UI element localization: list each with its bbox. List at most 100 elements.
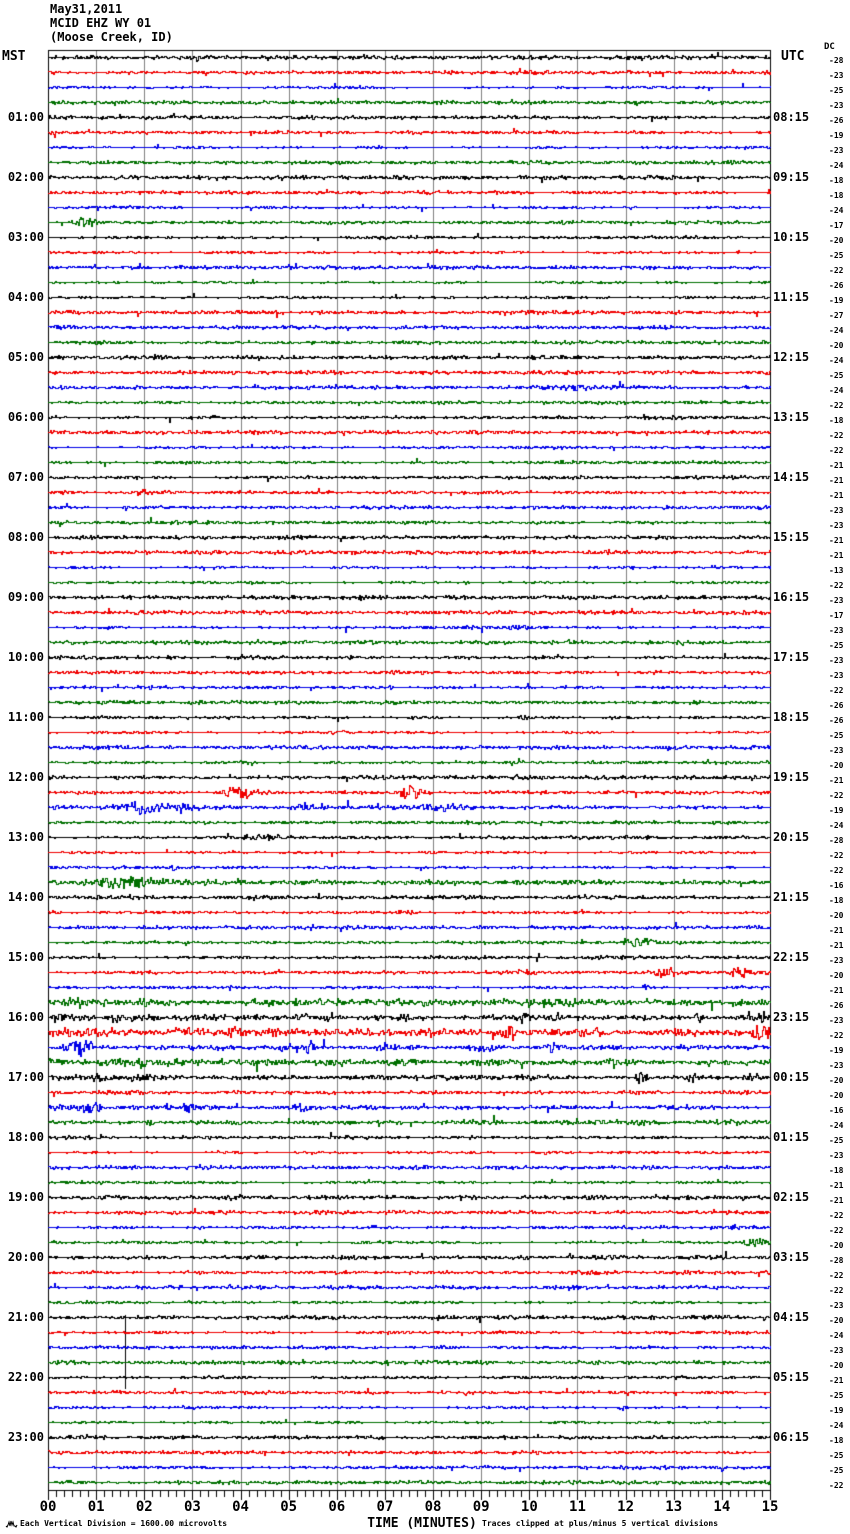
dc-offset-value: -24 [829, 1121, 844, 1130]
dc-offset-value: -25 [829, 1391, 844, 1400]
dc-offset-value: -24 [829, 386, 844, 395]
dc-offset-value: -22 [829, 581, 844, 590]
mst-hour-label: 18:00 [7, 1130, 44, 1144]
utc-hour-label: 04:15 [773, 1310, 810, 1324]
utc-hour-label: 00:15 [773, 1070, 810, 1084]
dc-offset-value: -20 [829, 341, 844, 350]
dc-offset-value: -26 [829, 281, 844, 290]
dc-offset-value: -22 [829, 1271, 844, 1280]
utc-hour-label: 15:15 [773, 530, 810, 544]
mst-hour-label: 02:00 [7, 170, 44, 184]
dc-offset-value: -23 [829, 656, 844, 665]
dc-offset-value: -22 [829, 401, 844, 410]
dc-offset-value: -22 [829, 851, 844, 860]
dc-offset-value: -21 [829, 986, 844, 995]
dc-offset-value: -16 [829, 881, 844, 890]
dc-offset-value: -25 [829, 251, 844, 260]
wiggle-mark-icon [5, 1520, 18, 1528]
mst-hour-label: 23:00 [7, 1430, 44, 1444]
mst-hour-label: 21:00 [7, 1310, 44, 1324]
mst-hour-label: 22:00 [7, 1370, 44, 1384]
dc-offset-value: -21 [829, 941, 844, 950]
dc-offset-value: -20 [829, 1091, 844, 1100]
dc-offset-value: -22 [829, 791, 844, 800]
mst-hour-label: 10:00 [7, 650, 44, 664]
mst-hour-label: 01:00 [7, 110, 44, 124]
dc-offset-value: -26 [829, 116, 844, 125]
dc-offset-value: -21 [829, 491, 844, 500]
dc-offset-value: -23 [829, 596, 844, 605]
dc-offset-value: -24 [829, 161, 844, 170]
mst-hour-label: 11:00 [7, 710, 44, 724]
dc-offset-value: -13 [829, 566, 844, 575]
utc-hour-label: 12:15 [773, 350, 810, 364]
dc-offset-value: -22 [829, 866, 844, 875]
dc-offset-value: -25 [829, 1451, 844, 1460]
dc-offset-value: -25 [829, 1466, 844, 1475]
x-axis-tick-label: 05 [280, 1499, 298, 1515]
dc-offset-value: -23 [829, 71, 844, 80]
utc-hour-label: 02:15 [773, 1190, 810, 1204]
dc-offset-value: -18 [829, 1166, 844, 1175]
mst-hour-label: 14:00 [7, 890, 44, 904]
x-axis-tick-label: 06 [328, 1499, 346, 1515]
dc-offset-value: -23 [829, 506, 844, 515]
x-axis-tick-label: 08 [424, 1499, 442, 1515]
dc-offset-value: -23 [829, 521, 844, 530]
dc-offset-value: -21 [829, 1196, 844, 1205]
mst-hour-label: 19:00 [7, 1190, 44, 1204]
dc-offset-value: -23 [829, 746, 844, 755]
mst-hour-label: 12:00 [7, 770, 44, 784]
dc-offset-value: -19 [829, 1406, 844, 1415]
dc-offset-value: -20 [829, 1241, 844, 1250]
dc-offset-value: -23 [829, 1016, 844, 1025]
x-axis-tick-label: 09 [472, 1499, 490, 1515]
dc-offset-value: -20 [829, 1316, 844, 1325]
title-station: MCID EHZ WY 01 [50, 16, 152, 30]
x-axis-tick-label: 00 [39, 1499, 57, 1515]
dc-offset-value: -20 [829, 761, 844, 770]
dc-offset-value: -22 [829, 266, 844, 275]
dc-offset-value: -24 [829, 1331, 844, 1340]
dc-offset-value: -18 [829, 416, 844, 425]
dc-offset-value: -21 [829, 551, 844, 560]
x-axis-tick-label: 15 [761, 1499, 779, 1515]
utc-hour-label: 16:15 [773, 590, 810, 604]
dc-offset-value: -22 [829, 1481, 844, 1490]
dc-offset-value: -17 [829, 221, 844, 230]
x-axis-tick-label: 13 [665, 1499, 683, 1515]
dc-offset-value: -21 [829, 776, 844, 785]
dc-offset-value: -21 [829, 1181, 844, 1190]
utc-hour-label: 11:15 [773, 290, 810, 304]
dc-offset-value: -24 [829, 1421, 844, 1430]
dc-offset-value: -21 [829, 1376, 844, 1385]
scale-note: Each Vertical Division = 1600.00 microvo… [20, 1519, 228, 1528]
dc-offset-value: -26 [829, 701, 844, 710]
dc-offset-value: -23 [829, 101, 844, 110]
utc-hour-label: 08:15 [773, 110, 810, 124]
x-axis-tick-label: 01 [87, 1499, 105, 1515]
dc-offset-value: -22 [829, 1286, 844, 1295]
x-axis-tick-label: 14 [713, 1499, 731, 1515]
dc-offset-value: -23 [829, 1346, 844, 1355]
mst-hour-label: 07:00 [7, 470, 44, 484]
utc-hour-label: 06:15 [773, 1430, 810, 1444]
dc-offset-value: -24 [829, 821, 844, 830]
dc-offset-value: -22 [829, 1031, 844, 1040]
utc-hour-label: 21:15 [773, 890, 810, 904]
utc-hour-label: 14:15 [773, 470, 810, 484]
utc-hour-label: 05:15 [773, 1370, 810, 1384]
dc-offset-value: -20 [829, 971, 844, 980]
dc-offset-value: -24 [829, 356, 844, 365]
utc-hour-label: 22:15 [773, 950, 810, 964]
dc-offset-value: -25 [829, 371, 844, 380]
dc-offset-value: -25 [829, 641, 844, 650]
dc-offset-value: -20 [829, 1361, 844, 1370]
left-timezone-header: MST [2, 49, 26, 64]
dc-offset-value: -23 [829, 671, 844, 680]
dc-offset-value: -25 [829, 731, 844, 740]
dc-offset-value: -23 [829, 1061, 844, 1070]
utc-hour-label: 13:15 [773, 410, 810, 424]
x-axis-tick-label: 07 [376, 1499, 394, 1515]
